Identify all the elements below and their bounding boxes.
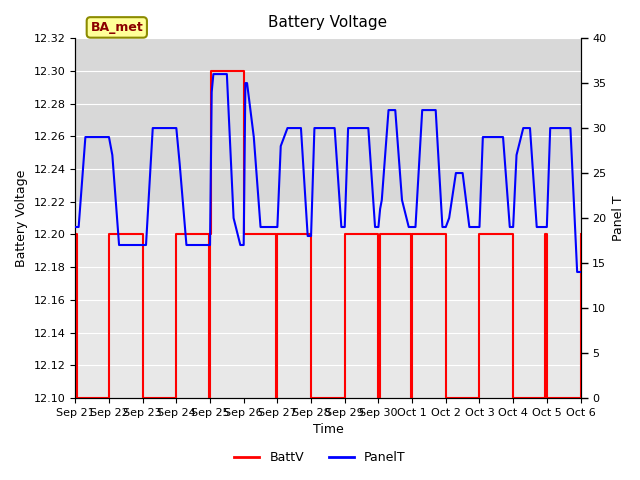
Title: Battery Voltage: Battery Voltage xyxy=(268,15,387,30)
Y-axis label: Battery Voltage: Battery Voltage xyxy=(15,169,28,267)
Bar xyxy=(76,38,580,202)
Text: BA_met: BA_met xyxy=(90,21,143,34)
Legend: BattV, PanelT: BattV, PanelT xyxy=(229,446,411,469)
X-axis label: Time: Time xyxy=(312,423,343,436)
Y-axis label: Panel T: Panel T xyxy=(612,195,625,241)
